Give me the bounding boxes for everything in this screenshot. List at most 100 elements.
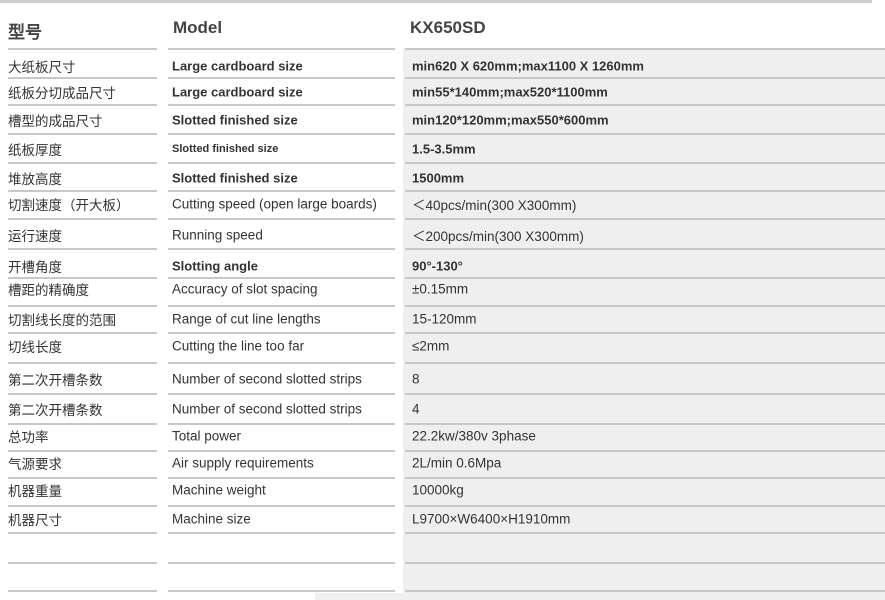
row-divider <box>168 362 395 364</box>
row-divider <box>168 48 395 50</box>
row-divider <box>405 248 885 250</box>
row-value: L9700×W6400×H1910mm <box>412 511 571 527</box>
header-zh: 型号 <box>8 23 42 42</box>
row-en: Cutting speed (open large boards) <box>172 196 377 212</box>
row-zh: 总功率 <box>8 430 49 445</box>
row-divider <box>405 305 885 307</box>
row-divider <box>168 450 395 452</box>
row-value: min620 X 620mm;max1100 X 1260mm <box>412 58 644 74</box>
row-en: Large cardboard size <box>172 84 303 100</box>
row-divider <box>168 532 395 534</box>
row-divider <box>405 277 885 279</box>
row-value: 10000kg <box>412 482 464 498</box>
row-divider <box>8 48 157 50</box>
value-column-background <box>403 48 885 600</box>
row-divider <box>405 393 885 395</box>
row-divider <box>405 162 885 164</box>
row-zh: 纸板分切成品尺寸 <box>8 86 116 101</box>
row-divider <box>8 532 157 534</box>
row-zh: 槽距的精确度 <box>8 283 89 298</box>
row-value: 2L/min 0.6Mpa <box>412 455 502 471</box>
row-value: 1500mm <box>412 170 465 186</box>
row-en: Number of second slotted strips <box>172 401 362 417</box>
row-divider <box>168 505 395 507</box>
row-divider <box>405 423 885 425</box>
row-en: Number of second slotted strips <box>172 371 362 387</box>
row-divider <box>405 48 885 50</box>
row-divider <box>405 77 885 79</box>
row-en: Machine size <box>172 511 251 527</box>
row-divider <box>8 77 157 79</box>
row-divider <box>168 190 395 192</box>
row-divider <box>405 590 885 592</box>
row-divider <box>405 450 885 452</box>
row-en: Large cardboard size <box>172 58 303 74</box>
row-divider <box>8 562 157 564</box>
row-zh: 气源要求 <box>8 457 62 472</box>
row-divider <box>168 590 395 592</box>
row-divider <box>168 477 395 479</box>
row-zh: 切割速度（开大板） <box>8 198 130 213</box>
row-zh: 纸板厚度 <box>8 143 62 158</box>
row-zh: 切割线长度的范围 <box>8 313 116 328</box>
row-en: Total power <box>172 428 242 444</box>
row-divider <box>405 104 885 106</box>
row-value: ＜40pcs/min(300 X300mm) <box>412 198 577 213</box>
row-value: 1.5-3.5mm <box>412 141 476 157</box>
row-divider <box>8 305 157 307</box>
row-value: 15-120mm <box>412 311 477 327</box>
row-zh: 开槽角度 <box>8 260 62 275</box>
row-divider <box>405 332 885 334</box>
row-value: 90°-130° <box>412 258 463 274</box>
row-zh: 第二次开槽条数 <box>8 373 103 388</box>
row-divider <box>8 590 157 592</box>
row-zh: 第二次开槽条数 <box>8 403 103 418</box>
row-divider <box>8 450 157 452</box>
row-divider <box>168 423 395 425</box>
row-value: 8 <box>412 371 420 387</box>
row-divider <box>8 133 157 135</box>
row-value: ＜200pcs/min(300 X300mm) <box>412 229 584 244</box>
row-divider <box>405 532 885 534</box>
row-divider <box>8 218 157 220</box>
row-divider <box>405 133 885 135</box>
row-divider <box>8 393 157 395</box>
row-zh: 机器重量 <box>8 484 62 499</box>
row-divider <box>168 218 395 220</box>
row-divider <box>168 332 395 334</box>
row-divider <box>168 133 395 135</box>
row-en: Cutting the line too far <box>172 338 305 354</box>
row-divider <box>405 562 885 564</box>
row-divider <box>405 190 885 192</box>
row-divider <box>168 393 395 395</box>
row-divider <box>168 562 395 564</box>
row-en: Slotted finished size <box>172 143 279 155</box>
row-divider <box>8 277 157 279</box>
row-value: 22.2kw/380v 3phase <box>412 428 536 444</box>
row-divider <box>8 362 157 364</box>
row-divider <box>168 277 395 279</box>
row-value: ≤2mm <box>412 338 450 354</box>
row-divider <box>168 77 395 79</box>
row-en: Range of cut line lengths <box>172 311 321 327</box>
row-en: Slotted finished size <box>172 170 298 186</box>
row-en: Slotted finished size <box>172 112 298 128</box>
row-divider <box>8 477 157 479</box>
row-zh: 大纸板尺寸 <box>8 60 76 75</box>
row-divider <box>8 332 157 334</box>
row-en: Air supply requirements <box>172 455 314 471</box>
row-divider <box>405 477 885 479</box>
row-zh: 槽型的成品尺寸 <box>8 114 103 129</box>
row-value: ±0.15mm <box>412 281 469 297</box>
row-divider <box>8 423 157 425</box>
row-zh: 机器尺寸 <box>8 513 62 528</box>
row-divider <box>8 190 157 192</box>
row-zh: 切线长度 <box>8 340 62 355</box>
row-value: min55*140mm;max520*1100mm <box>412 84 608 100</box>
top-divider <box>0 0 872 3</box>
row-zh: 运行速度 <box>8 229 62 244</box>
row-divider <box>405 218 885 220</box>
row-divider <box>168 162 395 164</box>
row-en: Accuracy of slot spacing <box>172 281 318 297</box>
row-divider <box>405 505 885 507</box>
